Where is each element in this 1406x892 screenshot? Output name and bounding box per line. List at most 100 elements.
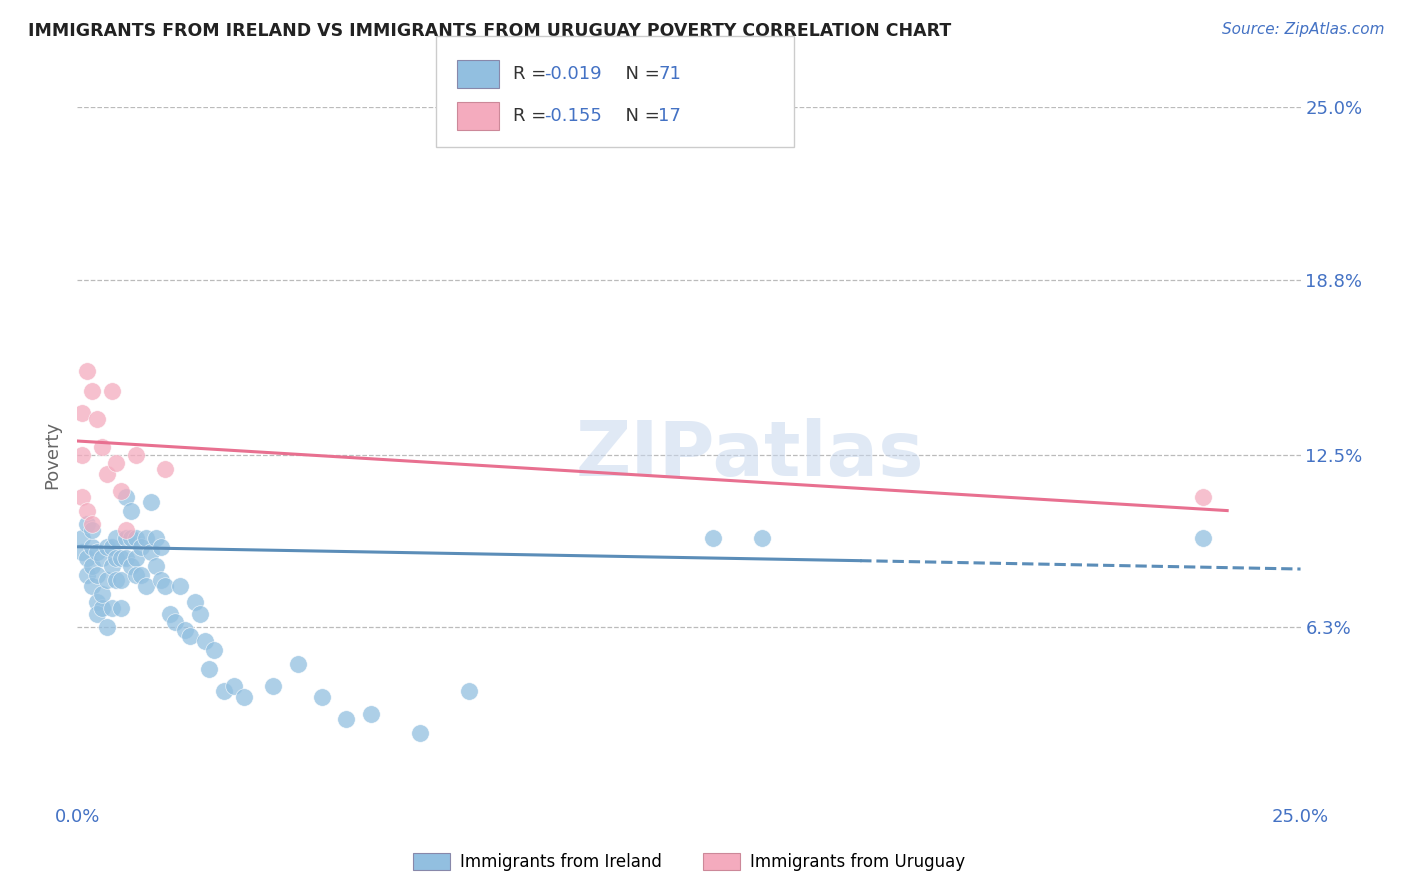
- Point: [100, 384, 122, 398]
- Point: [159, 607, 181, 621]
- Point: [145, 559, 167, 574]
- Point: [232, 690, 254, 704]
- Point: [222, 679, 245, 693]
- Point: [125, 550, 148, 565]
- Point: [90, 601, 112, 615]
- Point: [86, 607, 108, 621]
- Point: [110, 550, 132, 565]
- Point: [90, 440, 112, 454]
- Point: [86, 545, 108, 559]
- Point: [80, 517, 103, 532]
- Point: [135, 532, 157, 546]
- Point: [76, 503, 98, 517]
- Point: [262, 679, 284, 693]
- Text: IMMIGRANTS FROM IRELAND VS IMMIGRANTS FROM URUGUAY POVERTY CORRELATION CHART: IMMIGRANTS FROM IRELAND VS IMMIGRANTS FR…: [28, 22, 952, 40]
- Point: [184, 595, 207, 609]
- Point: [100, 601, 122, 615]
- Point: [70, 490, 93, 504]
- Point: [751, 532, 773, 546]
- Point: [202, 642, 225, 657]
- Point: [139, 545, 162, 559]
- Point: [80, 559, 103, 574]
- Point: [115, 490, 138, 504]
- Point: [149, 573, 172, 587]
- Point: [409, 726, 432, 740]
- Point: [360, 706, 382, 721]
- Point: [76, 517, 98, 532]
- Point: [115, 550, 138, 565]
- Legend: Immigrants from Ireland, Immigrants from Uruguay: Immigrants from Ireland, Immigrants from…: [406, 847, 972, 878]
- Point: [1191, 490, 1213, 504]
- Point: [115, 523, 138, 537]
- Point: [70, 545, 93, 559]
- Point: [100, 540, 122, 554]
- Point: [100, 559, 122, 574]
- Point: [120, 503, 142, 517]
- Point: [90, 587, 112, 601]
- Point: [105, 456, 128, 470]
- Point: [120, 532, 142, 546]
- Text: ZIPatlas: ZIPatlas: [576, 418, 924, 491]
- Point: [120, 559, 142, 574]
- Point: [76, 567, 98, 582]
- Point: [145, 532, 167, 546]
- Point: [139, 495, 162, 509]
- Point: [311, 690, 333, 704]
- Point: [96, 467, 118, 482]
- Point: [80, 579, 103, 593]
- Point: [335, 712, 357, 726]
- Point: [135, 579, 157, 593]
- Text: N =: N =: [614, 107, 666, 125]
- Point: [198, 662, 221, 676]
- Point: [129, 540, 152, 554]
- Point: [125, 567, 148, 582]
- Point: [155, 579, 177, 593]
- Text: R =: R =: [513, 107, 553, 125]
- Point: [110, 601, 132, 615]
- Text: -0.155: -0.155: [544, 107, 602, 125]
- Point: [188, 607, 211, 621]
- Point: [702, 532, 724, 546]
- Point: [70, 406, 93, 420]
- Point: [96, 573, 118, 587]
- Text: R =: R =: [513, 65, 553, 83]
- Point: [193, 634, 215, 648]
- Point: [149, 540, 172, 554]
- Point: [80, 540, 103, 554]
- Point: [110, 573, 132, 587]
- Point: [105, 532, 128, 546]
- Point: [86, 411, 108, 425]
- Point: [287, 657, 309, 671]
- Point: [125, 532, 148, 546]
- Point: [212, 684, 235, 698]
- Point: [165, 615, 187, 629]
- Text: N =: N =: [614, 65, 666, 83]
- Point: [155, 462, 177, 476]
- Point: [129, 567, 152, 582]
- Point: [96, 540, 118, 554]
- Point: [86, 595, 108, 609]
- Point: [86, 567, 108, 582]
- Point: [70, 448, 93, 462]
- Text: -0.019: -0.019: [544, 65, 602, 83]
- Point: [80, 384, 103, 398]
- Point: [174, 624, 197, 638]
- Point: [96, 620, 118, 634]
- Point: [105, 550, 128, 565]
- Point: [115, 532, 138, 546]
- Point: [70, 532, 93, 546]
- Point: [179, 629, 201, 643]
- Point: [80, 523, 103, 537]
- Point: [76, 550, 98, 565]
- Text: 71: 71: [658, 65, 681, 83]
- Point: [169, 579, 191, 593]
- Point: [110, 484, 132, 499]
- Text: Source: ZipAtlas.com: Source: ZipAtlas.com: [1222, 22, 1385, 37]
- Point: [76, 364, 98, 378]
- Point: [125, 448, 148, 462]
- Point: [457, 684, 479, 698]
- Point: [105, 573, 128, 587]
- Y-axis label: Poverty: Poverty: [44, 421, 62, 489]
- Text: 17: 17: [658, 107, 681, 125]
- Point: [90, 550, 112, 565]
